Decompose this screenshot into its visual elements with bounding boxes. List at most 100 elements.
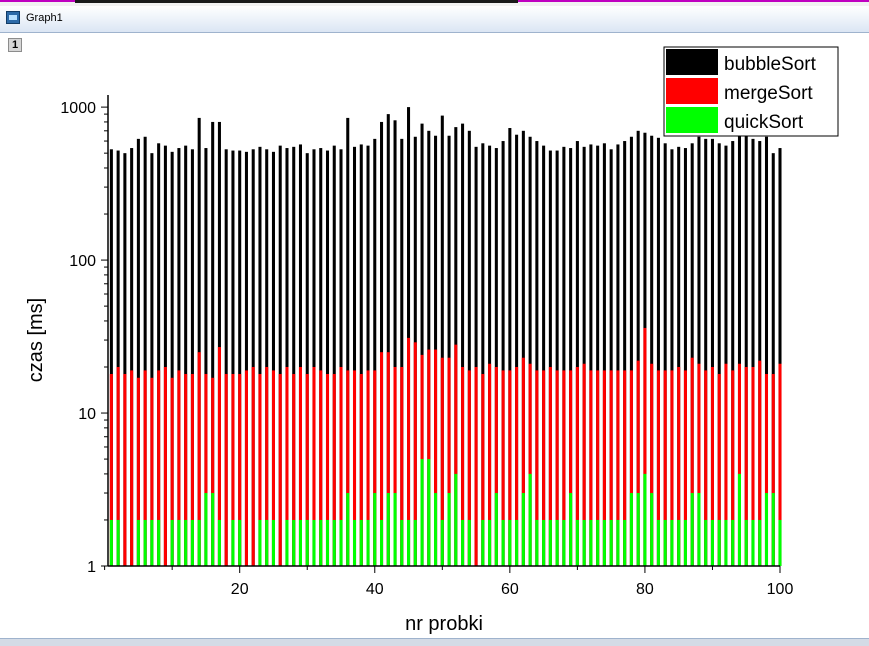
bar-mergeSort-85	[677, 366, 681, 566]
bar-quickSort-28	[292, 519, 296, 566]
bar-mergeSort-77	[623, 370, 627, 566]
bar-bubbleSort-61	[515, 134, 519, 566]
bar-bubbleSort-39	[366, 145, 370, 566]
bar-mergeSort-38	[359, 373, 363, 566]
bar-quickSort-93	[731, 519, 735, 566]
bar-mergeSort-48	[427, 349, 431, 566]
bar-bubbleSort-53	[461, 123, 465, 567]
bar-mergeSort-55	[474, 366, 478, 566]
top-strip	[0, 0, 869, 6]
bar-bubbleSort-83	[663, 143, 667, 567]
bar-mergeSort-6	[143, 370, 147, 566]
bar-quickSort-30	[305, 519, 309, 566]
bar-mergeSort-64	[535, 370, 539, 566]
bar-mergeSort-31	[312, 366, 316, 566]
bar-mergeSort-3	[123, 373, 127, 566]
bar-mergeSort-79	[636, 360, 640, 566]
bar-mergeSort-58	[494, 366, 498, 566]
bar-mergeSort-99	[771, 373, 775, 566]
bar-mergeSort-46	[413, 342, 417, 566]
bar-quickSort-78	[629, 493, 633, 566]
bar-quickSort-74	[602, 519, 606, 566]
bar-mergeSort-2	[116, 366, 120, 566]
bar-quickSort-57	[488, 519, 492, 566]
legend-swatch-bubbleSort	[666, 49, 718, 75]
bar-mergeSort-40	[373, 370, 377, 566]
bar-bubbleSort-66	[548, 150, 552, 567]
bar-bubbleSort-16	[211, 121, 215, 566]
bar-quickSort-85	[677, 519, 681, 566]
bar-mergeSort-33	[325, 373, 330, 566]
bar-mergeSort-65	[542, 370, 546, 566]
bar-mergeSort-25	[271, 370, 275, 566]
bar-bubbleSort-78	[629, 136, 633, 566]
bar-quickSort-31	[312, 519, 316, 566]
bar-bubbleSort-26	[278, 145, 282, 566]
bar-quickSort-83	[663, 519, 667, 566]
bar-bubbleSort-22	[251, 149, 255, 567]
bar-bubbleSort-88	[697, 136, 701, 566]
bar-bubbleSort-97	[758, 141, 762, 567]
bar-mergeSort-83	[663, 370, 667, 566]
bar-bubbleSort-23	[258, 146, 262, 566]
legend: bubbleSort mergeSort quickSort	[663, 46, 839, 137]
bar-bubbleSort-1	[109, 149, 113, 567]
bar-bubbleSort-73	[596, 145, 600, 566]
bar-bubbleSort-30	[305, 153, 309, 566]
bar-quickSort-29	[298, 519, 302, 566]
bar-bubbleSort-32	[319, 148, 323, 567]
bar-mergeSort-52	[454, 344, 458, 566]
bar-mergeSort-88	[697, 363, 701, 566]
bar-bubbleSort-9	[163, 145, 167, 566]
bar-bubbleSort-13	[190, 149, 194, 567]
window-titlebar[interactable]: Graph1	[0, 6, 869, 33]
bar-mergeSort-39	[366, 370, 370, 566]
bar-bubbleSort-10	[170, 151, 174, 566]
bar-mergeSort-17	[217, 347, 221, 566]
bar-bubbleSort-8	[157, 143, 161, 567]
bar-bubbleSort-42	[386, 114, 390, 567]
bar-mergeSort-1	[109, 373, 113, 566]
bar-mergeSort-14	[197, 352, 201, 566]
bar-bubbleSort-94	[737, 132, 741, 567]
bar-bubbleSort-68	[562, 146, 566, 566]
bar-mergeSort-75	[609, 370, 613, 566]
bar-mergeSort-80	[643, 327, 647, 566]
bar-mergeSort-11	[177, 370, 181, 566]
bar-quickSort-95	[744, 519, 748, 566]
bar-quickSort-27	[285, 519, 289, 566]
bar-mergeSort-7	[150, 377, 154, 566]
layer-badge[interactable]: 1	[8, 38, 22, 52]
bar-mergeSort-22	[251, 366, 255, 566]
x-tick-label-20: 20	[231, 581, 249, 598]
bar-bubbleSort-77	[623, 141, 627, 567]
bar-bubbleSort-14	[197, 117, 201, 566]
bar-quickSort-40	[373, 493, 377, 566]
bar-bubbleSort-64	[535, 141, 539, 567]
bar-bubbleSort-58	[494, 148, 498, 567]
bar-bubbleSort-27	[285, 148, 289, 567]
bar-mergeSort-20	[238, 373, 242, 566]
bar-bubbleSort-44	[400, 138, 404, 566]
bar-mergeSort-15	[204, 373, 208, 566]
bar-bubbleSort-65	[542, 145, 546, 566]
bar-quickSort-58	[494, 493, 498, 566]
bar-mergeSort-93	[731, 370, 735, 566]
bar-mergeSort-13	[190, 373, 194, 566]
bar-mergeSort-70	[575, 366, 579, 566]
bar-quickSort-45	[407, 519, 411, 566]
bar-bubbleSort-60	[508, 128, 512, 566]
bar-mergeSort-41	[380, 352, 384, 566]
graph-window-icon	[6, 11, 20, 24]
bar-quickSort-87	[690, 493, 694, 566]
bar-quickSort-20	[238, 519, 242, 566]
bar-quickSort-48	[427, 459, 431, 566]
bar-quickSort-17	[217, 519, 221, 566]
y-axis-title: czas [ms]	[25, 298, 47, 382]
bar-bubbleSort-75	[609, 149, 613, 567]
bar-quickSort-100	[778, 519, 782, 566]
bar-bubbleSort-5	[136, 138, 140, 566]
bar-mergeSort-68	[562, 370, 566, 566]
bar-bubbleSort-59	[501, 141, 505, 567]
bar-bubbleSort-91	[717, 143, 721, 567]
